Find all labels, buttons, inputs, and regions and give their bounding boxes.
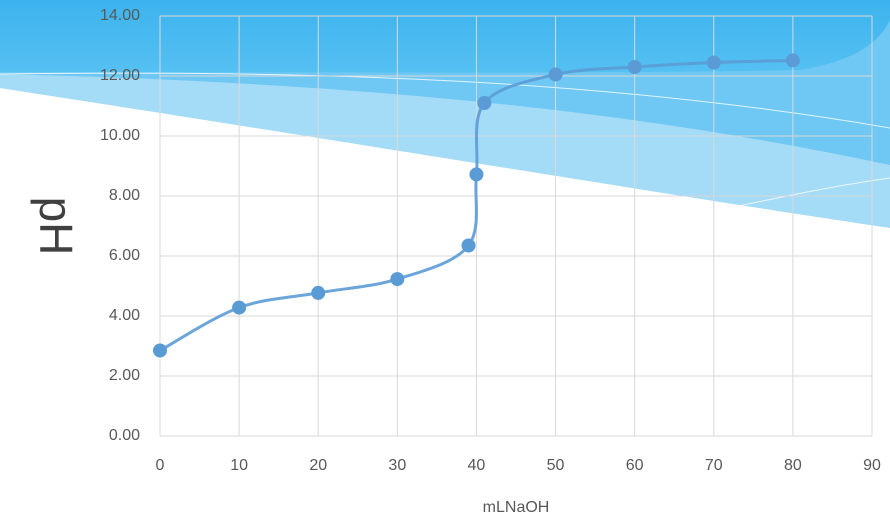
- data-point: [786, 53, 800, 67]
- x-tick-label: 10: [230, 457, 248, 474]
- x-tick-label: 70: [705, 457, 723, 474]
- page: pH mLNaOH 0.00 2.00 4.00 6.00 8.00 10.00 12.00…: [0, 0, 890, 523]
- data-point: [232, 301, 246, 315]
- y-axis-label: pH: [30, 197, 82, 256]
- x-tick-label: 60: [626, 457, 644, 474]
- data-point: [628, 60, 642, 74]
- x-tick-label: 40: [468, 457, 486, 474]
- data-point: [469, 167, 483, 181]
- x-tick-label: 20: [309, 457, 327, 474]
- y-tick-label: 6.00: [109, 247, 140, 264]
- data-point: [462, 239, 476, 253]
- y-tick-label: 12.00: [100, 67, 140, 84]
- data-point: [390, 272, 404, 286]
- data-point: [477, 96, 491, 110]
- y-tick-label: 8.00: [109, 187, 140, 204]
- x-tick-label: 90: [863, 457, 881, 474]
- data-point: [707, 56, 721, 70]
- data-point: [549, 68, 563, 82]
- x-tick-label: 0: [156, 457, 165, 474]
- y-tick-label: 0.00: [109, 427, 140, 444]
- y-tick-label: 4.00: [109, 307, 140, 324]
- chart: pH mLNaOH 0.00 2.00 4.00 6.00 8.00 10.00 12.00…: [0, 0, 890, 523]
- x-tick-label: 50: [547, 457, 565, 474]
- x-axis-label: mLNaOH: [483, 499, 550, 516]
- x-tick-label: 80: [784, 457, 802, 474]
- x-tick-label: 30: [388, 457, 406, 474]
- y-tick-label: 14.00: [100, 7, 140, 24]
- y-tick-label: 10.00: [100, 127, 140, 144]
- data-point: [311, 286, 325, 300]
- data-point: [153, 344, 167, 358]
- y-tick-label: 2.00: [109, 367, 140, 384]
